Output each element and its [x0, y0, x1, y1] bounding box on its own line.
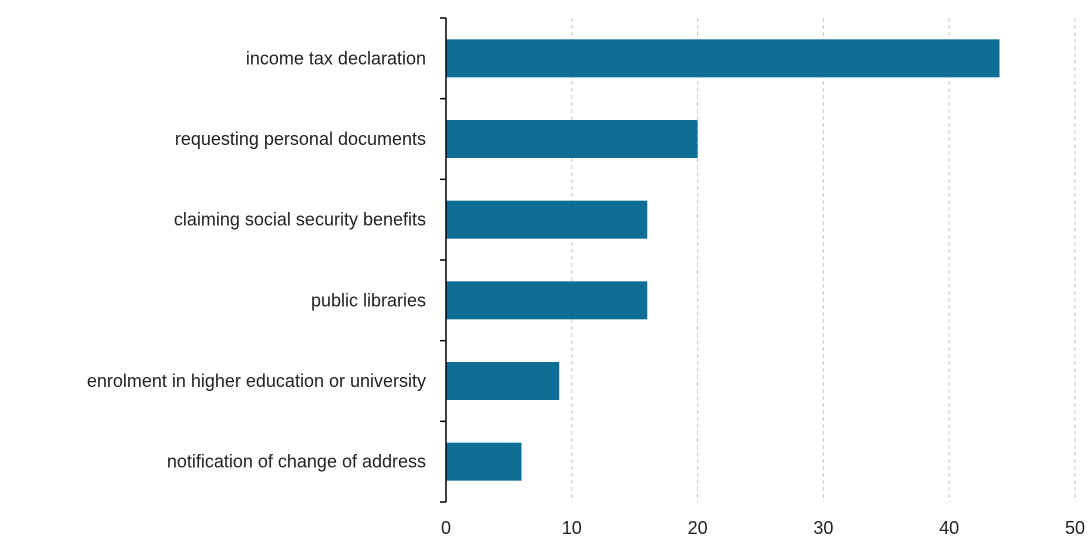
x-tick-label-20: 20	[688, 518, 708, 538]
category-label-6: notification of change of address	[167, 452, 426, 472]
x-tick-label-40: 40	[939, 518, 959, 538]
x-tick-label-30: 30	[813, 518, 833, 538]
category-label-1: income tax declaration	[246, 48, 426, 68]
x-tick-label-50: 50	[1065, 518, 1085, 538]
bar-5	[446, 362, 560, 400]
bar-1	[446, 39, 1000, 78]
bar-6	[446, 442, 522, 481]
label-layer: income tax declaration requesting persona…	[87, 48, 1085, 538]
x-tick-label-10: 10	[562, 518, 582, 538]
bar-4	[446, 281, 648, 320]
bar-layer	[446, 39, 1000, 481]
axis-layer	[440, 17, 447, 503]
category-label-5: enrolment in higher education or univers…	[87, 371, 426, 391]
bar-3	[446, 200, 648, 239]
x-tick-label-0: 0	[441, 518, 451, 538]
grid-layer	[571, 18, 1076, 502]
category-label-3: claiming social security benefits	[174, 210, 426, 230]
bar-2	[446, 120, 698, 158]
category-label-2: requesting personal documents	[175, 129, 426, 149]
category-label-4: public libraries	[311, 290, 426, 310]
